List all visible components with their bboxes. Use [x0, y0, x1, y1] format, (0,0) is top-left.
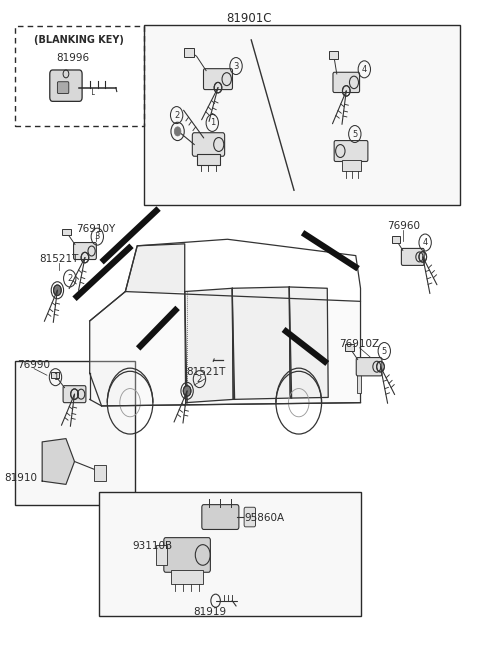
Text: 76910Z: 76910Z [339, 339, 380, 349]
Text: 1: 1 [210, 119, 215, 128]
Text: 2: 2 [67, 274, 72, 283]
Text: 4: 4 [422, 238, 428, 247]
Bar [197, 154, 220, 164]
FancyBboxPatch shape [192, 133, 225, 157]
Text: 5: 5 [382, 346, 387, 356]
Bar [99, 492, 360, 616]
Bar [392, 236, 400, 242]
Bar [14, 26, 144, 126]
Text: 81901C: 81901C [226, 12, 272, 26]
FancyBboxPatch shape [95, 465, 107, 481]
FancyBboxPatch shape [63, 386, 86, 403]
Text: 3: 3 [95, 232, 100, 241]
FancyBboxPatch shape [401, 248, 424, 265]
FancyBboxPatch shape [73, 242, 96, 259]
Polygon shape [125, 244, 185, 291]
Text: 5: 5 [352, 130, 358, 138]
Bar [342, 160, 361, 172]
Text: 76910Y: 76910Y [76, 225, 116, 234]
Text: 81521T: 81521T [39, 254, 79, 264]
Polygon shape [42, 439, 74, 484]
Bar [345, 345, 354, 351]
Text: 81996: 81996 [57, 53, 90, 64]
Text: 81910: 81910 [4, 473, 37, 483]
Polygon shape [289, 287, 328, 398]
FancyBboxPatch shape [50, 70, 82, 102]
Text: 93110B: 93110B [132, 542, 172, 552]
Polygon shape [90, 291, 360, 406]
FancyBboxPatch shape [164, 538, 210, 572]
Bar [357, 360, 360, 393]
Text: 76990: 76990 [18, 360, 50, 370]
Text: 81521T: 81521T [186, 367, 225, 377]
Text: 2: 2 [197, 375, 202, 384]
Text: 3: 3 [233, 62, 239, 71]
Circle shape [184, 386, 190, 395]
FancyBboxPatch shape [333, 72, 360, 92]
Bar [51, 372, 60, 379]
Text: 76960: 76960 [387, 221, 420, 231]
Text: 81919: 81919 [193, 607, 226, 617]
FancyBboxPatch shape [58, 82, 69, 94]
FancyBboxPatch shape [334, 141, 368, 162]
Bar [156, 545, 167, 565]
Bar [62, 229, 71, 235]
Bar [184, 48, 194, 57]
FancyBboxPatch shape [244, 507, 255, 527]
Text: 95860A: 95860A [244, 514, 285, 523]
Polygon shape [232, 287, 290, 400]
Bar [329, 51, 338, 59]
Circle shape [54, 286, 60, 295]
Bar [171, 570, 203, 584]
Text: 1: 1 [53, 373, 58, 382]
Polygon shape [185, 288, 233, 403]
Bar [14, 362, 135, 505]
Text: 4: 4 [362, 65, 367, 74]
Text: 2: 2 [174, 111, 179, 120]
Bar [144, 25, 460, 204]
Text: (BLANKING KEY): (BLANKING KEY) [34, 35, 124, 45]
Circle shape [174, 127, 181, 136]
FancyBboxPatch shape [356, 358, 382, 376]
FancyBboxPatch shape [204, 69, 232, 90]
FancyBboxPatch shape [202, 504, 239, 529]
